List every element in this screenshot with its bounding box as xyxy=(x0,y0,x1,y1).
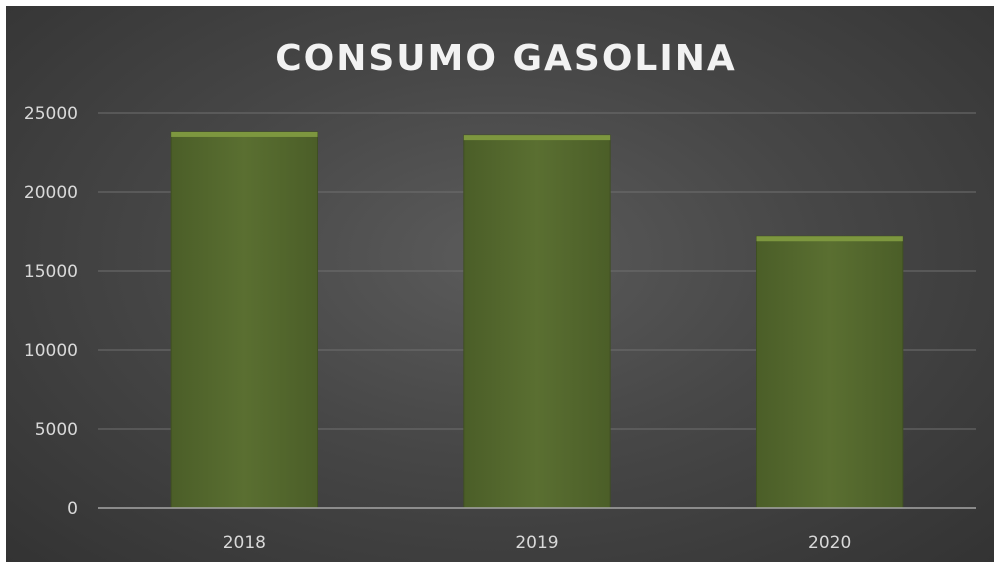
bar-2018 xyxy=(170,131,318,509)
y-tick-label: 10000 xyxy=(24,341,78,361)
y-tick-label: 5000 xyxy=(35,420,78,440)
x-tick-label: 2019 xyxy=(515,533,558,553)
bar-top-highlight xyxy=(756,236,903,242)
chart-area: CONSUMO GASOLINA 0 5000 10000 15000 20000 250… xyxy=(6,6,994,562)
bar-2020 xyxy=(756,235,904,509)
bar-top-highlight xyxy=(171,131,318,137)
bar-2019 xyxy=(463,134,611,509)
y-tick-label: 0 xyxy=(67,499,78,519)
y-axis-tick-labels: 0 5000 10000 15000 20000 25000 xyxy=(24,104,78,519)
bar-chart: CONSUMO GASOLINA 0 5000 10000 15000 20000 250… xyxy=(24,38,976,553)
y-tick-label: 15000 xyxy=(24,262,78,282)
bar-top-highlight xyxy=(463,135,611,141)
x-tick-label: 2020 xyxy=(808,533,851,553)
chart-title: CONSUMO GASOLINA xyxy=(275,38,737,79)
y-tick-label: 20000 xyxy=(24,183,78,203)
bars xyxy=(170,131,904,509)
x-tick-label: 2018 xyxy=(223,533,266,553)
y-tick-label: 25000 xyxy=(24,104,78,124)
x-axis-tick-labels: 2018 2019 2020 xyxy=(223,533,852,553)
